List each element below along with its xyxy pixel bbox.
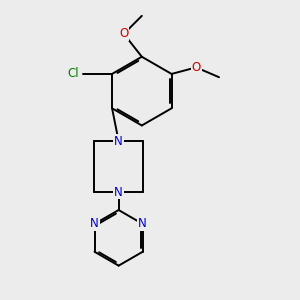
Text: O: O bbox=[119, 27, 128, 40]
Text: Cl: Cl bbox=[68, 68, 79, 80]
Text: O: O bbox=[191, 61, 201, 74]
Text: N: N bbox=[114, 134, 123, 148]
Text: N: N bbox=[90, 218, 99, 230]
Text: N: N bbox=[138, 218, 147, 230]
Text: N: N bbox=[114, 185, 123, 199]
